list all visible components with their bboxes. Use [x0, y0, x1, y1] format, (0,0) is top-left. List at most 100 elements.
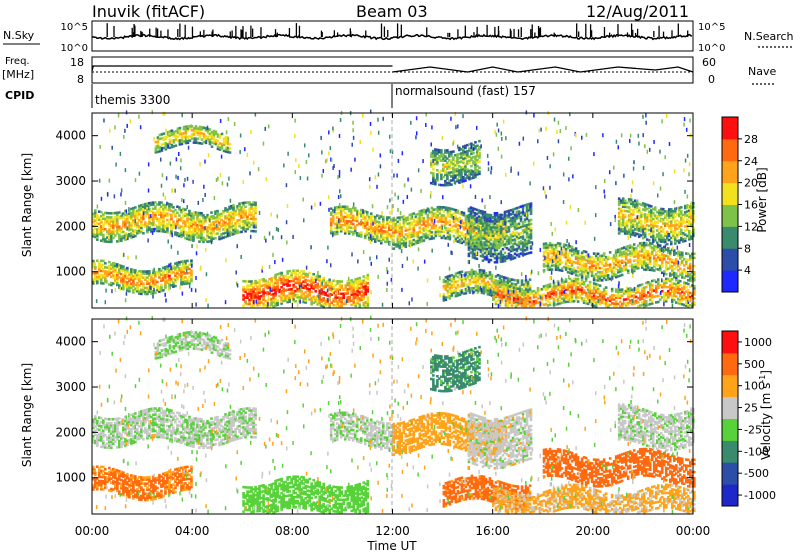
- power-cell: [367, 217, 371, 221]
- power-cell: [246, 223, 249, 227]
- power-cell: [228, 205, 231, 209]
- power-cell: [244, 221, 247, 225]
- power-cell: [400, 228, 404, 231]
- power-cell: [670, 278, 674, 281]
- power-cell: [154, 149, 158, 152]
- power-cell: [254, 226, 257, 229]
- power-cell: [122, 281, 125, 285]
- power-cell: [402, 219, 406, 223]
- power-cell: [364, 290, 368, 294]
- power-cell: [442, 163, 445, 167]
- power-cell: [430, 210, 434, 214]
- power-cell: [176, 219, 179, 223]
- power-cell: [272, 298, 275, 302]
- power-cell: [347, 220, 351, 223]
- power-cell: [474, 163, 477, 167]
- power-cell: [598, 300, 602, 304]
- power-cell: [436, 169, 439, 172]
- power-cell: [517, 234, 521, 238]
- power-cell: [152, 279, 155, 283]
- power-cell: [462, 157, 465, 161]
- power-cell: [406, 234, 410, 238]
- power-cell: [498, 295, 502, 299]
- power-cell: [434, 162, 437, 166]
- power-cell: [488, 287, 492, 290]
- power-cell: [324, 301, 327, 305]
- power-cell: [373, 215, 377, 219]
- power-cell: [347, 232, 351, 235]
- noise-trace: [91, 23, 693, 41]
- power-cell: [158, 269, 161, 273]
- power-cell: [492, 281, 496, 285]
- power-cell: [558, 293, 562, 297]
- power-cell: [152, 201, 155, 204]
- power-cell: [642, 290, 646, 294]
- power-cell: [529, 222, 533, 226]
- power-cell: [146, 206, 149, 209]
- power-cell: [373, 219, 377, 223]
- power-cell: [418, 230, 422, 234]
- power-cell: [250, 221, 253, 225]
- power-cell: [462, 236, 466, 239]
- power-cell: [329, 221, 333, 225]
- power-cell: [688, 297, 692, 301]
- power-cell: [351, 218, 355, 222]
- power-cell: [414, 213, 418, 217]
- power-cell: [248, 211, 251, 214]
- power-cell: [479, 240, 483, 244]
- power-cell: [356, 281, 360, 285]
- power-cell: [232, 216, 235, 219]
- power-cell: [650, 285, 654, 289]
- power-cell: [102, 215, 105, 218]
- power-cell: [364, 292, 368, 296]
- power-cell: [158, 203, 161, 206]
- power-cell: [432, 174, 435, 177]
- power-cell: [262, 302, 265, 305]
- power-cell: [252, 294, 255, 297]
- power-cell: [410, 223, 414, 226]
- power-cell: [489, 220, 493, 223]
- power-cell: [94, 279, 97, 283]
- power-cell: [548, 243, 552, 247]
- power-cell: [274, 273, 277, 277]
- power-cell: [256, 301, 259, 305]
- power-cell: [432, 153, 435, 157]
- power-cell: [210, 231, 213, 235]
- power-cell: [130, 213, 133, 217]
- power-cell: [523, 218, 527, 221]
- power-cell: [254, 207, 257, 211]
- power-cell: [477, 229, 481, 233]
- power-cell: [341, 205, 345, 209]
- power-cell: [580, 286, 584, 290]
- power-cell: [518, 291, 522, 295]
- power-cell: [660, 296, 664, 299]
- power-cell: [200, 236, 203, 240]
- power-cell: [492, 240, 496, 244]
- power-cell: [312, 295, 315, 298]
- power-cell: [534, 293, 538, 297]
- power-cell: [550, 296, 554, 300]
- power-cell: [446, 171, 449, 175]
- power-cell: [329, 223, 333, 227]
- power-cell: [250, 284, 253, 287]
- power-cell: [164, 226, 167, 229]
- power-cell: [452, 228, 456, 232]
- power-cell: [312, 301, 315, 305]
- power-cell: [270, 301, 273, 305]
- power-cell: [292, 300, 295, 303]
- power-cell: [456, 283, 460, 287]
- power-cell: [100, 259, 103, 263]
- power-cell: [392, 239, 396, 242]
- power-cell: [478, 289, 482, 292]
- power-cell: [154, 201, 157, 204]
- power-cell: [294, 300, 297, 303]
- power-cell: [182, 270, 185, 273]
- power-cell: [130, 236, 133, 239]
- power-cell: [112, 230, 115, 233]
- power-cell: [473, 213, 477, 217]
- power-cell: [176, 275, 179, 279]
- power-cell: [676, 283, 680, 287]
- power-cell: [98, 218, 101, 222]
- power-cell: [308, 271, 311, 275]
- power-cell: [470, 150, 473, 154]
